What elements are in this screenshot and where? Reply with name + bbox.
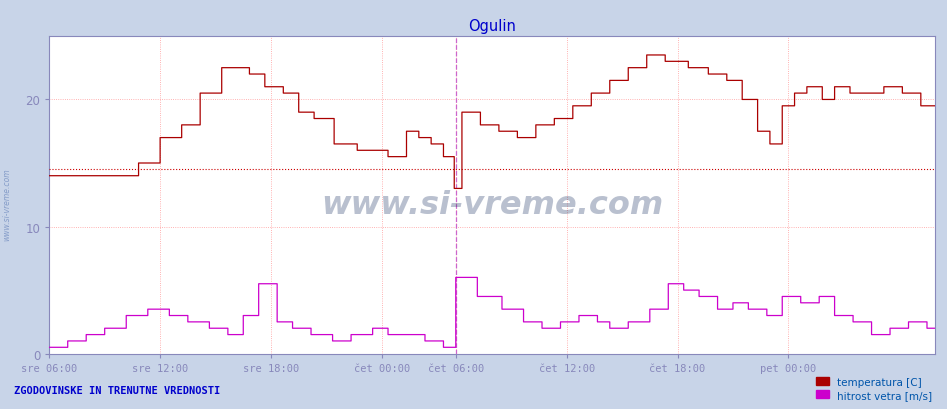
Text: ZGODOVINSKE IN TRENUTNE VREDNOSTI: ZGODOVINSKE IN TRENUTNE VREDNOSTI [14,385,221,396]
Legend: temperatura [C], hitrost vetra [m/s]: temperatura [C], hitrost vetra [m/s] [816,377,933,400]
Title: Ogulin: Ogulin [468,19,516,34]
Text: www.si-vreme.com: www.si-vreme.com [321,189,663,220]
Text: www.si-vreme.com: www.si-vreme.com [2,168,11,241]
